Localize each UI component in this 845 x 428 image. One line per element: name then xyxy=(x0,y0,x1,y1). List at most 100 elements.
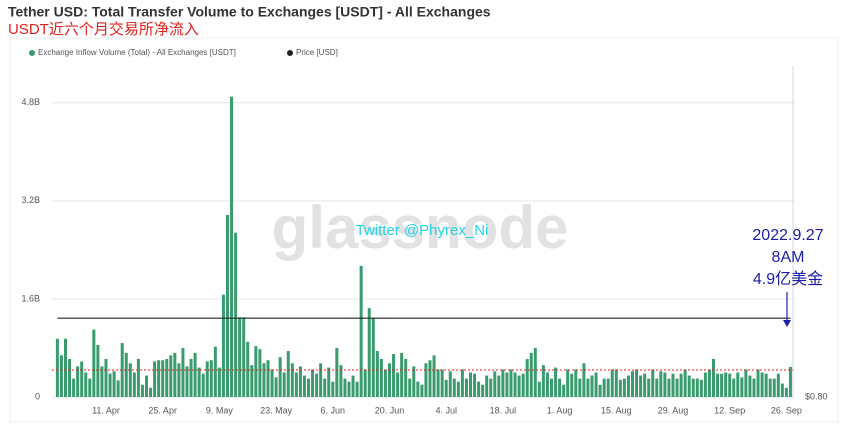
bar xyxy=(788,366,792,397)
bar xyxy=(335,347,339,397)
bar xyxy=(736,372,740,397)
bar xyxy=(375,351,379,397)
bar xyxy=(242,317,246,397)
bar xyxy=(298,366,302,397)
bar xyxy=(274,377,278,397)
bar xyxy=(610,369,614,397)
bar xyxy=(626,375,630,397)
bar xyxy=(740,377,744,397)
bar xyxy=(477,381,481,397)
bar xyxy=(84,372,88,397)
bar xyxy=(213,346,217,397)
bar xyxy=(258,349,262,397)
bar xyxy=(570,373,574,397)
bar xyxy=(469,372,472,397)
bar xyxy=(606,378,610,397)
bar xyxy=(444,379,448,397)
bar xyxy=(724,372,728,397)
bar xyxy=(149,387,153,397)
bar xyxy=(554,367,558,397)
bar xyxy=(716,373,720,397)
bar xyxy=(501,369,505,397)
bar xyxy=(302,375,306,397)
bar xyxy=(189,358,193,397)
bar xyxy=(383,369,387,397)
bar xyxy=(635,369,639,397)
bar xyxy=(278,357,282,397)
x-tick-label: 11. Apr xyxy=(92,405,120,415)
bar xyxy=(165,358,169,397)
x-tick-label: 26. Sep xyxy=(771,405,802,415)
bar xyxy=(347,381,351,397)
bar xyxy=(209,360,213,397)
bar xyxy=(140,384,144,397)
bar xyxy=(76,366,80,397)
bar xyxy=(96,344,100,397)
bar xyxy=(647,378,651,397)
bar xyxy=(756,369,760,397)
bar xyxy=(420,384,424,397)
bar xyxy=(124,352,128,397)
bar xyxy=(92,329,96,397)
bar xyxy=(379,358,383,397)
bar xyxy=(639,375,643,397)
bar xyxy=(545,372,549,397)
bar xyxy=(432,355,436,397)
bar xyxy=(327,367,331,397)
x-tick-label: 4. Jul xyxy=(435,405,457,415)
bar xyxy=(460,369,464,397)
bar xyxy=(776,373,780,397)
bar xyxy=(388,363,391,397)
bar xyxy=(392,354,396,397)
legend-label: Exchange Inflow Volume (Total) - All Exc… xyxy=(38,48,236,57)
bar xyxy=(234,232,238,397)
annotation: 8AM xyxy=(772,249,805,266)
bar xyxy=(238,317,242,397)
bar xyxy=(659,371,663,397)
bar xyxy=(59,355,63,397)
bar xyxy=(355,381,359,397)
x-tick-label: 9. May xyxy=(206,405,234,415)
bar xyxy=(157,360,161,397)
bar xyxy=(72,378,76,397)
bar xyxy=(541,365,545,397)
bar xyxy=(687,375,691,397)
bar xyxy=(294,372,298,397)
bar xyxy=(55,338,59,397)
bar xyxy=(145,375,148,397)
bar xyxy=(517,375,521,397)
annotation: 2022.9.27 xyxy=(752,227,823,244)
bar xyxy=(558,378,562,397)
bar xyxy=(521,373,525,397)
bar xyxy=(161,360,165,397)
bar xyxy=(582,363,586,397)
bar xyxy=(667,378,671,397)
bar xyxy=(562,384,566,397)
bar xyxy=(655,378,659,397)
bar xyxy=(537,381,541,397)
bar xyxy=(712,358,715,397)
bar xyxy=(598,384,602,397)
bar xyxy=(367,308,371,397)
bar xyxy=(112,371,116,397)
bar xyxy=(505,372,509,397)
bar xyxy=(550,378,553,397)
bar xyxy=(574,369,578,397)
bar xyxy=(772,378,776,397)
bar xyxy=(404,358,408,397)
bar xyxy=(456,381,460,397)
bar xyxy=(363,369,367,397)
bar xyxy=(578,378,582,397)
bar xyxy=(396,372,400,397)
y2-tick-label: $0.80 xyxy=(805,391,828,401)
bar xyxy=(525,358,529,397)
bar xyxy=(408,378,412,397)
bar xyxy=(359,265,363,397)
bar xyxy=(485,375,489,397)
x-tick-label: 25. Apr xyxy=(148,405,177,415)
bar xyxy=(323,378,327,397)
bar xyxy=(185,366,189,397)
x-tick-label: 29. Aug xyxy=(658,405,689,415)
bar xyxy=(230,96,234,398)
bar xyxy=(100,366,104,397)
